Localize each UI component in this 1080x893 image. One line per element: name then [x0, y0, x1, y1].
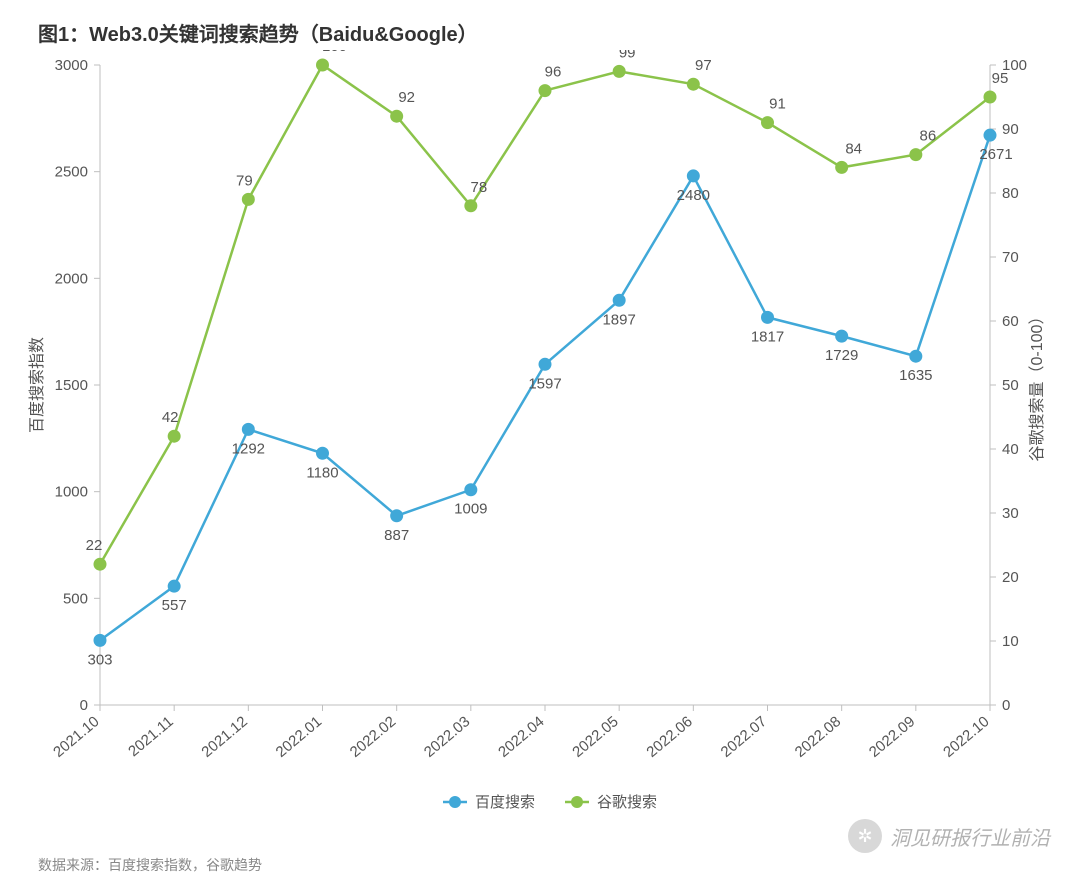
svg-text:95: 95 [992, 70, 1009, 87]
svg-text:1500: 1500 [55, 377, 88, 394]
svg-text:1897: 1897 [602, 311, 635, 328]
svg-text:30: 30 [1002, 505, 1019, 522]
svg-text:303: 303 [87, 651, 112, 668]
svg-text:70: 70 [1002, 249, 1019, 266]
chart-container: 0 500 1000 1500 2000 2500 3000 0 10 20 30 40 50 60 70 8… [20, 50, 1060, 810]
source-text: 数据来源：百度搜索指数，谷歌趋势 [38, 855, 262, 875]
svg-text:2021.10: 2021.10 [50, 713, 102, 761]
svg-text:1817: 1817 [751, 328, 784, 345]
svg-text:2022.09: 2022.09 [866, 713, 918, 761]
wechat-icon: ✲ [848, 819, 882, 853]
svg-text:谷歌搜索量（0-100）: 谷歌搜索量（0-100） [1028, 309, 1046, 462]
svg-text:2671: 2671 [979, 146, 1012, 163]
svg-text:557: 557 [162, 597, 187, 614]
svg-text:500: 500 [63, 590, 88, 607]
svg-text:百度搜索指数: 百度搜索指数 [28, 337, 46, 433]
chart-title: 图1：Web3.0关键词搜索趋势（Baidu&Google） [38, 18, 478, 47]
svg-text:2022.04: 2022.04 [495, 713, 547, 761]
svg-text:2021.12: 2021.12 [198, 713, 250, 761]
svg-text:100: 100 [322, 50, 347, 55]
svg-text:1292: 1292 [232, 440, 265, 457]
svg-text:92: 92 [398, 89, 415, 106]
svg-text:86: 86 [919, 128, 936, 145]
svg-text:1000: 1000 [55, 484, 88, 501]
watermark-text: 洞见研报行业前沿 [890, 822, 1050, 851]
svg-text:99: 99 [619, 50, 636, 61]
svg-text:2022.01: 2022.01 [273, 713, 325, 761]
svg-text:谷歌搜索: 谷歌搜索 [597, 794, 657, 811]
svg-text:79: 79 [236, 172, 253, 189]
svg-text:1180: 1180 [306, 464, 338, 481]
svg-text:80: 80 [1002, 185, 1019, 202]
svg-text:1597: 1597 [528, 375, 561, 392]
svg-text:2022.10: 2022.10 [940, 713, 992, 761]
svg-text:2021.11: 2021.11 [125, 713, 177, 760]
svg-text:1635: 1635 [899, 367, 932, 384]
svg-text:2022.03: 2022.03 [421, 713, 473, 761]
svg-text:2022.08: 2022.08 [792, 713, 844, 761]
svg-text:96: 96 [545, 64, 562, 81]
svg-text:40: 40 [1002, 441, 1019, 458]
svg-text:60: 60 [1002, 313, 1019, 330]
svg-text:2022.07: 2022.07 [718, 713, 770, 761]
svg-text:10: 10 [1002, 633, 1019, 650]
svg-text:97: 97 [695, 57, 712, 74]
svg-text:3000: 3000 [55, 57, 88, 74]
svg-text:84: 84 [845, 140, 862, 157]
svg-text:78: 78 [470, 179, 487, 196]
svg-text:20: 20 [1002, 569, 1019, 586]
svg-text:2480: 2480 [677, 187, 710, 204]
svg-text:90: 90 [1002, 121, 1019, 138]
svg-text:2022.05: 2022.05 [569, 713, 621, 761]
chart-svg: 0 500 1000 1500 2000 2500 3000 0 10 20 30 40 50 60 70 8… [20, 50, 1060, 820]
svg-text:百度搜索: 百度搜索 [475, 794, 535, 811]
svg-text:50: 50 [1002, 377, 1019, 394]
svg-text:0: 0 [80, 697, 88, 714]
svg-text:2500: 2500 [55, 164, 88, 181]
svg-text:2000: 2000 [55, 270, 88, 287]
svg-text:0: 0 [1002, 697, 1010, 714]
watermark: ✲ 洞见研报行业前沿 [848, 819, 1050, 853]
svg-text:1729: 1729 [825, 347, 858, 364]
svg-text:42: 42 [162, 409, 179, 426]
svg-text:2022.06: 2022.06 [643, 713, 695, 761]
svg-text:2022.02: 2022.02 [347, 713, 399, 761]
svg-text:887: 887 [384, 527, 409, 544]
svg-text:1009: 1009 [454, 501, 487, 518]
svg-text:91: 91 [769, 96, 786, 113]
svg-text:22: 22 [86, 537, 103, 554]
